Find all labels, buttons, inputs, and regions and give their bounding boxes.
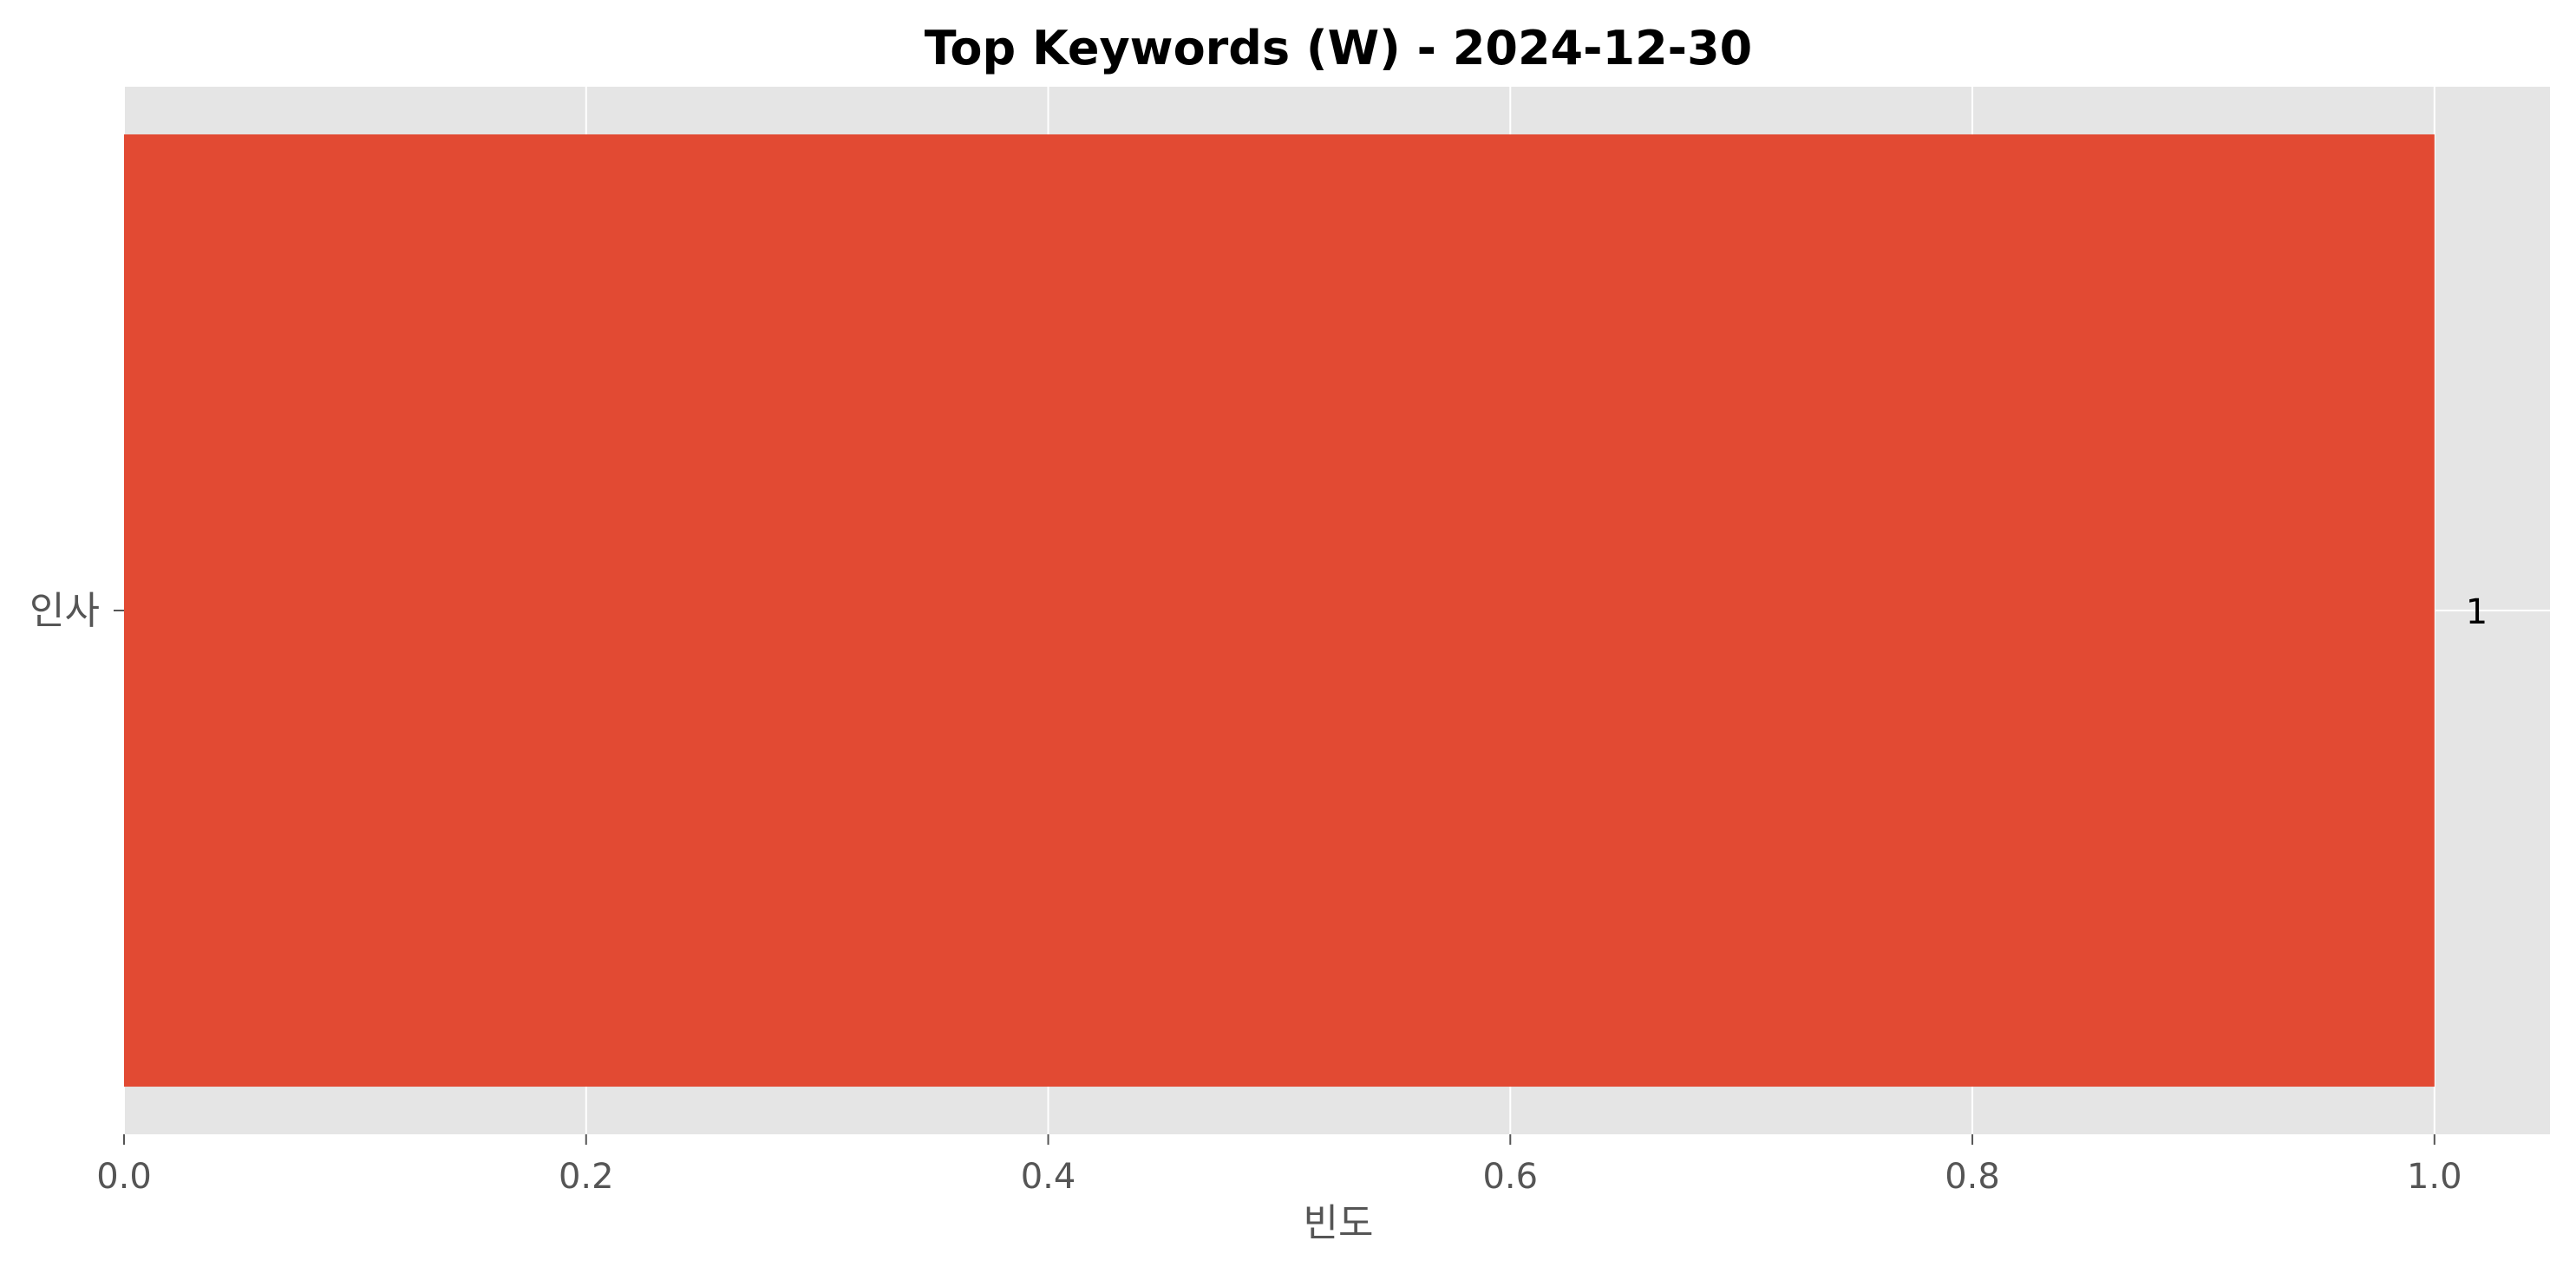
y-tick-label: 인사 — [29, 589, 100, 633]
x-tick-label: 0.6 — [1482, 1157, 1538, 1197]
y-axis-ticks: 인사 — [29, 589, 124, 633]
x-axis-label: 빈도 — [1304, 1201, 1374, 1245]
x-tick-label: 1.0 — [2407, 1157, 2462, 1197]
x-tick-label: 0.4 — [1021, 1157, 1076, 1197]
x-axis-ticks: 0.0 0.2 0.4 0.6 0.8 1.0 — [96, 1134, 2462, 1197]
x-tick-label: 0.0 — [96, 1157, 152, 1197]
x-tick-label: 0.8 — [1945, 1157, 2000, 1197]
bars — [124, 134, 2435, 1087]
bar-value-label: 1 — [2466, 592, 2488, 632]
bar-인사 — [124, 134, 2435, 1087]
chart-title: Top Keywords (W) - 2024-12-30 — [925, 21, 1753, 75]
x-tick-label: 0.2 — [559, 1157, 614, 1197]
bar-value-labels: 1 — [2466, 592, 2488, 632]
